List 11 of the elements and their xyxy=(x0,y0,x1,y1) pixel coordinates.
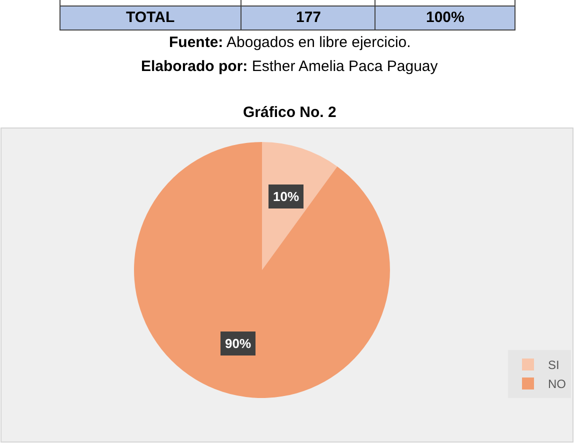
text: 177 xyxy=(296,9,322,26)
text: 100% xyxy=(426,9,464,26)
pie-slice xyxy=(134,142,390,398)
data-label: 10% xyxy=(273,189,300,204)
text: Elaborado por: Esther Amelia Paca Paguay xyxy=(141,58,438,75)
legend-label: NO xyxy=(548,377,566,392)
data-label: 90% xyxy=(225,336,252,351)
text: TOTAL xyxy=(126,9,175,26)
legend-label: SI xyxy=(548,358,560,372)
source-note: Fuente: Abogados en libre ejercicio. xyxy=(169,34,411,51)
chart-title: Gráfico No. 2 xyxy=(243,104,336,121)
